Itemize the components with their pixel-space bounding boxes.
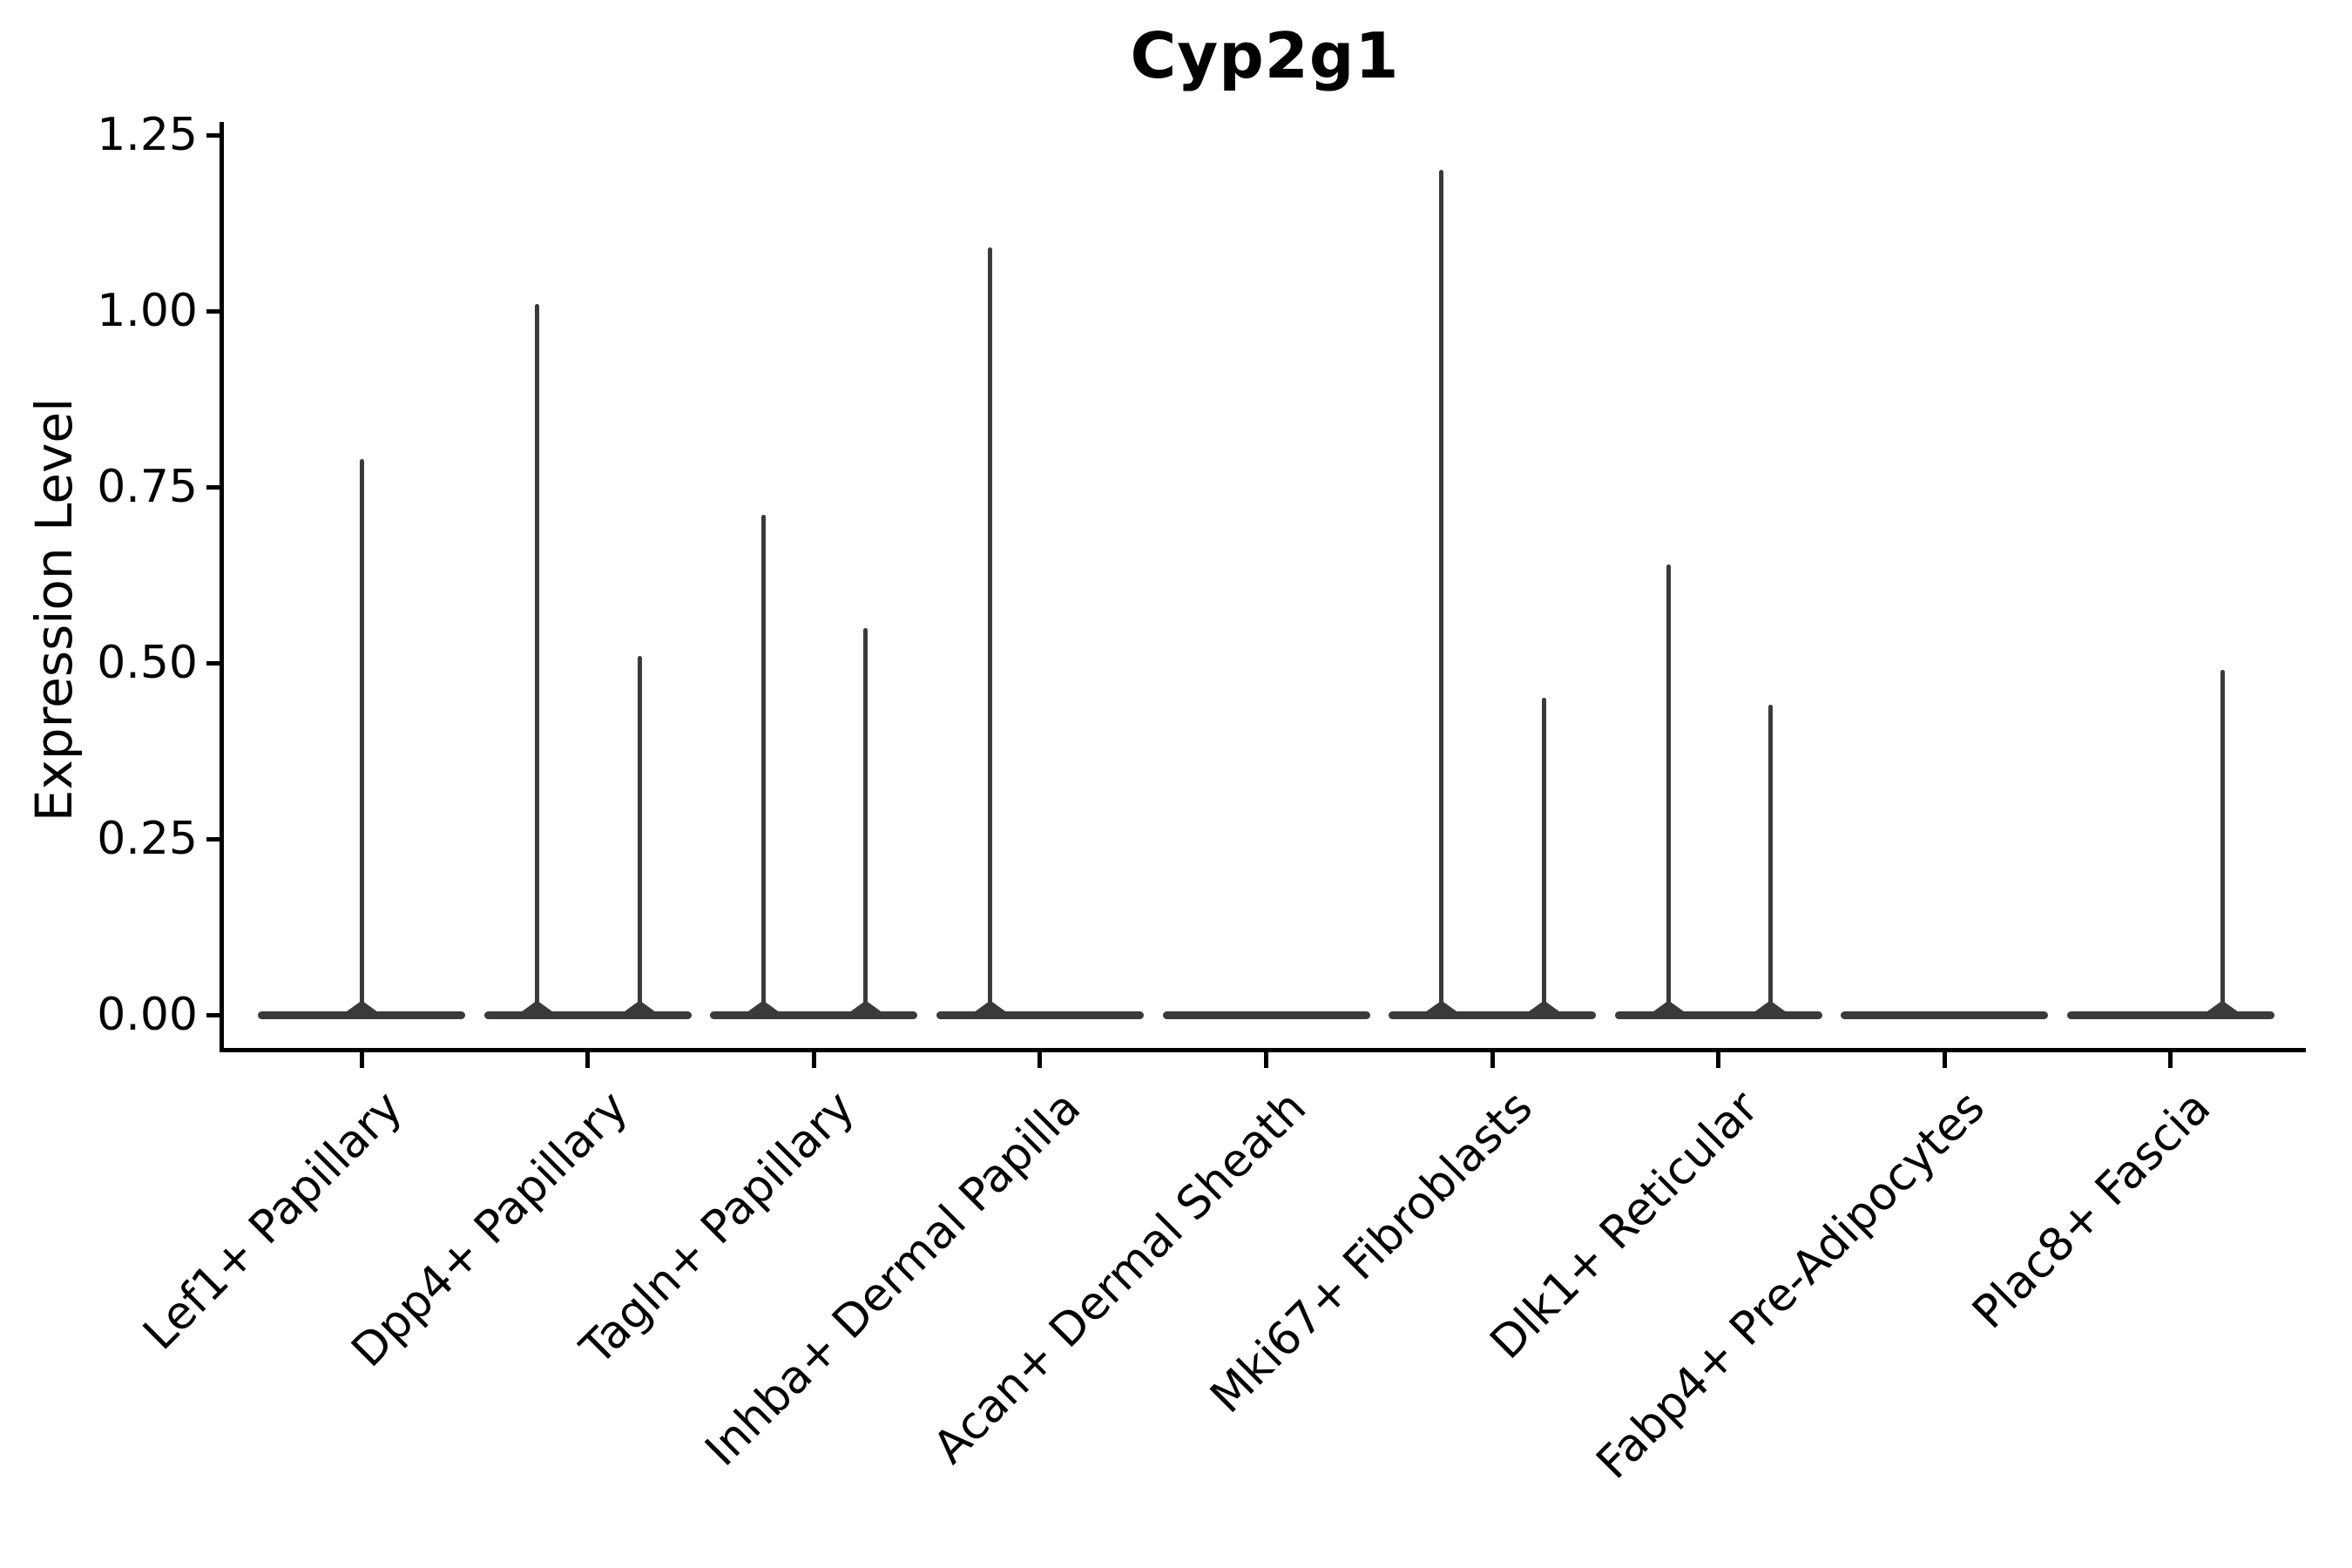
violin-spike <box>637 655 642 1017</box>
x-tick <box>1264 1052 1268 1068</box>
violin-spike <box>535 303 540 1017</box>
y-tick <box>206 836 220 841</box>
violin-spike-flare <box>521 1000 553 1012</box>
x-axis-spine <box>220 1048 2306 1052</box>
y-tick-label: 0.00 <box>97 989 198 1041</box>
violin-spike-flare <box>974 1000 1006 1012</box>
x-tick <box>1942 1052 1947 1068</box>
violin-spike <box>988 247 993 1017</box>
y-axis-spine <box>220 122 224 1052</box>
violin-spike <box>1666 564 1671 1017</box>
x-tick <box>2168 1052 2173 1068</box>
chart-title: Cyp2g1 <box>1130 19 1400 92</box>
violin-spike-flare <box>747 1000 780 1012</box>
y-tick-label: 1.25 <box>97 109 198 161</box>
violin-baseline <box>2066 1010 2274 1019</box>
violin-baseline <box>1162 1010 1370 1019</box>
violin-spike <box>760 515 766 1017</box>
y-tick <box>206 132 220 138</box>
violin-baseline <box>1841 1010 2049 1019</box>
violin-spike-flare <box>1652 1000 1685 1012</box>
violin-baseline <box>936 1010 1144 1019</box>
y-tick-label: 0.25 <box>97 813 198 865</box>
x-tick <box>585 1052 591 1068</box>
violin-spike-flare <box>624 1000 656 1012</box>
x-tick <box>1490 1052 1495 1068</box>
violin-spike <box>1439 170 1444 1017</box>
y-tick-label: 0.75 <box>97 461 198 513</box>
violin-spike <box>863 627 868 1017</box>
violin-spike <box>1767 705 1773 1017</box>
y-tick <box>206 660 220 666</box>
violin-spike-flare <box>849 1000 882 1012</box>
y-tick-label: 1.00 <box>97 285 198 337</box>
x-tick <box>811 1052 816 1068</box>
x-tick <box>359 1052 364 1068</box>
x-tick-label: Fabp4+ Pre-Adipocytes <box>1586 1081 1995 1490</box>
y-tick <box>206 308 220 314</box>
violin-spike <box>359 458 364 1017</box>
violin-spike-flare <box>1425 1000 1457 1012</box>
x-tick-label: Inhba+ Dermal Papilla <box>695 1081 1091 1477</box>
x-tick <box>1716 1052 1721 1068</box>
violin-spike <box>2220 670 2225 1017</box>
violin-baseline <box>483 1010 692 1019</box>
y-tick-label: 0.50 <box>97 637 198 689</box>
violin-spike-flare <box>1528 1000 1560 1012</box>
violin-baseline <box>710 1010 918 1019</box>
violin-spike-flare <box>1754 1000 1787 1012</box>
x-tick-label: Acan+ Dermal Sheath <box>923 1081 1317 1474</box>
violin-spike <box>1542 698 1547 1017</box>
violin-baseline <box>1614 1010 1822 1019</box>
x-tick-label: Plac8+ Fascia <box>1963 1081 2221 1340</box>
violin-spike-flare <box>2207 1000 2239 1012</box>
violin-baseline <box>1389 1010 1597 1019</box>
y-tick <box>206 484 220 490</box>
y-tick <box>206 1012 220 1017</box>
violin-spike-flare <box>346 1000 378 1012</box>
x-tick <box>1037 1052 1043 1068</box>
